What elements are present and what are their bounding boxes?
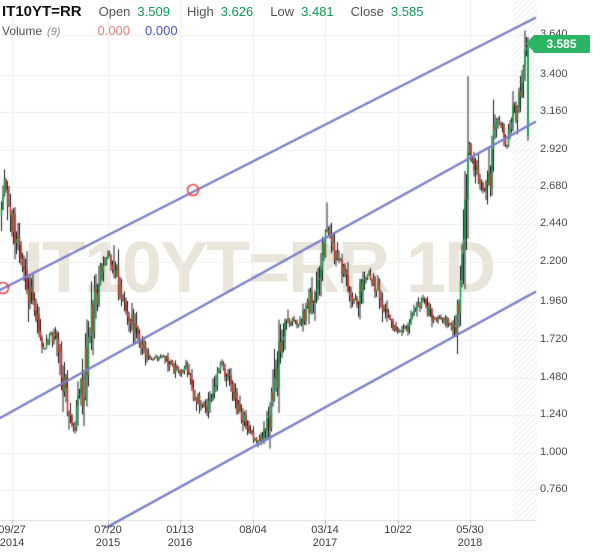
volume-value-0: 0.000: [97, 23, 131, 38]
low-value: 3.481: [301, 4, 334, 19]
time-tick-label: 07/20 2015: [94, 524, 122, 549]
high-label: High: [186, 4, 214, 19]
time-tick-label: 08/04: [239, 524, 267, 536]
last-price-badge: 3.585: [525, 34, 590, 53]
price-tick-label: 1.960: [540, 295, 568, 307]
high-value: 3.626: [220, 4, 254, 19]
price-tick-label: 1.240: [540, 408, 568, 420]
volume-row: Volume (9) 0.000 0.000: [2, 23, 178, 38]
low-label: Low: [270, 4, 295, 19]
price-tick-label: 3.400: [540, 68, 568, 80]
close-value: 3.585: [390, 4, 424, 19]
price-tick-label: 2.200: [540, 255, 568, 267]
open-value: 3.509: [137, 4, 170, 19]
price-tick-label: 3.160: [540, 105, 568, 117]
open-label: Open: [98, 4, 131, 19]
price-tick-label: 1.480: [540, 371, 568, 383]
time-tick-label: 10/22: [384, 524, 412, 536]
volume-period: (9): [47, 26, 61, 38]
price-tick-label: 0.760: [540, 483, 568, 495]
price-scale[interactable]: 3.6403.4003.1602.9202.6802.4402.2001.960…: [537, 0, 600, 520]
price-tick-label: 1.720: [540, 333, 568, 345]
price-tick-label: 2.440: [540, 217, 568, 229]
time-tick-label: 09/27 2014: [0, 524, 26, 549]
price-tick-label: 1.000: [540, 446, 568, 458]
last-price-value: 3.585: [546, 36, 577, 51]
symbol-title: IT10YT=RR: [2, 3, 82, 20]
volume-value-1: 0.000: [145, 23, 178, 38]
price-tick-label: 2.920: [540, 143, 568, 155]
volume-label: Volume: [2, 24, 43, 38]
time-tick-label: 01/13 2016: [166, 524, 194, 549]
time-tick-label: 05/30 2018: [456, 524, 484, 549]
close-label: Close: [350, 4, 384, 19]
ohlc-header: IT10YT=RR Open 3.509 High 3.626 Low 3.48…: [2, 3, 423, 20]
time-scale[interactable]: 09/27 2014 07/20 2015 01/13 2016 08/04 03/14 201…: [0, 520, 537, 558]
time-tick-label: 03/14 2017: [311, 524, 339, 549]
price-tick-label: 2.680: [540, 180, 568, 192]
